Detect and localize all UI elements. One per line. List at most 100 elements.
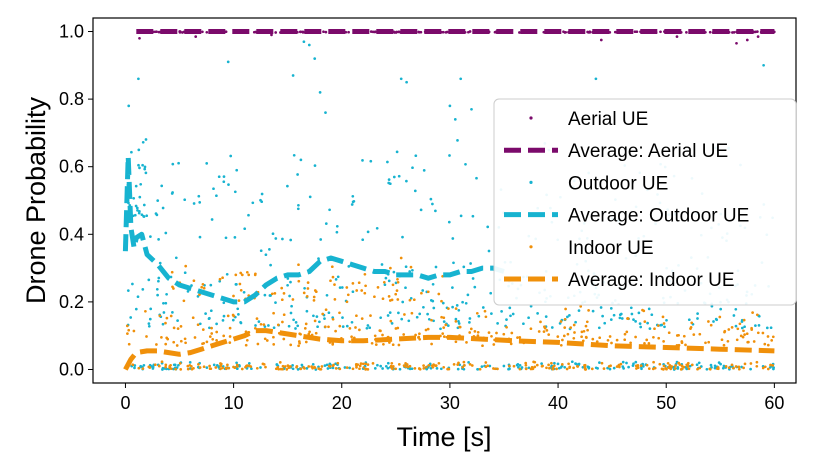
data-point: [236, 307, 240, 311]
data-point: [174, 367, 177, 371]
data-point: [190, 367, 194, 371]
data-point: [358, 367, 361, 371]
data-point: [615, 338, 619, 342]
data-point: [559, 366, 563, 369]
data-point: [198, 201, 202, 204]
data-point: [291, 364, 294, 367]
data-point: [397, 363, 401, 366]
data-point: [500, 310, 503, 313]
data-point: [439, 367, 443, 371]
data-point: [684, 343, 687, 347]
data-point: [299, 30, 303, 34]
data-point: [302, 291, 306, 295]
data-point: [215, 364, 219, 367]
data-point: [643, 320, 647, 323]
data-point: [225, 272, 229, 276]
data-point: [144, 171, 148, 175]
data-point: [602, 367, 606, 370]
data-point: [476, 330, 480, 334]
data-point: [164, 321, 167, 325]
data-point: [358, 328, 361, 332]
data-point: [633, 30, 637, 34]
data-point: [579, 305, 583, 308]
data-point: [742, 318, 746, 322]
data-point: [329, 279, 332, 283]
data-point: [312, 295, 316, 299]
data-point: [442, 335, 446, 338]
data-point: [737, 365, 741, 369]
data-point: [656, 324, 660, 327]
data-point: [222, 175, 226, 178]
data-point: [660, 367, 664, 371]
data-point: [626, 317, 630, 320]
data-point: [570, 360, 574, 364]
data-point: [374, 30, 377, 34]
data-point: [345, 324, 349, 328]
data-point: [193, 336, 197, 339]
data-point: [606, 338, 610, 342]
data-point: [470, 364, 474, 367]
data-point: [374, 343, 378, 346]
data-point: [768, 366, 772, 369]
data-point: [212, 363, 216, 367]
data-point: [742, 329, 745, 333]
data-point: [647, 367, 651, 370]
data-point: [422, 305, 425, 309]
data-point: [208, 326, 211, 330]
data-point: [559, 320, 563, 323]
data-point: [766, 343, 770, 347]
data-point: [197, 363, 200, 366]
data-point: [289, 238, 293, 242]
data-point: [505, 318, 508, 321]
data-point: [201, 342, 204, 346]
data-point: [205, 162, 209, 165]
data-point: [541, 364, 544, 368]
data-point: [563, 365, 567, 369]
data-point: [623, 332, 627, 336]
data-point: [444, 323, 448, 327]
data-point: [354, 326, 357, 329]
data-point: [573, 331, 576, 334]
data-point: [366, 230, 370, 234]
data-point: [389, 319, 393, 323]
data-point: [226, 60, 230, 64]
data-point: [331, 366, 335, 370]
data-point: [583, 363, 587, 367]
data-point: [179, 368, 183, 371]
data-point: [348, 340, 352, 344]
data-point: [201, 328, 205, 331]
data-point: [171, 191, 174, 194]
data-point: [313, 164, 317, 167]
data-point: [426, 327, 430, 331]
data-point: [400, 317, 404, 321]
legend-label: Average: Outdoor UE: [568, 206, 749, 227]
data-point: [550, 326, 554, 329]
data-point: [366, 324, 370, 327]
data-point: [698, 332, 702, 336]
data-point: [328, 208, 331, 212]
data-point: [688, 364, 692, 368]
data-point: [143, 167, 147, 171]
data-point: [431, 202, 434, 206]
data-point: [568, 366, 571, 369]
data-point: [384, 364, 388, 368]
data-point: [178, 31, 182, 34]
data-point: [139, 182, 143, 186]
data-point: [638, 322, 642, 325]
data-point: [397, 311, 400, 315]
data-point: [276, 323, 280, 327]
data-point: [172, 340, 176, 344]
data-point: [137, 148, 141, 152]
data-point: [364, 284, 367, 288]
data-point: [583, 367, 587, 371]
data-point: [437, 361, 441, 365]
data-point: [328, 362, 332, 366]
data-point: [734, 307, 738, 311]
data-point: [727, 366, 731, 370]
data-point: [323, 317, 326, 320]
data-point: [484, 315, 488, 319]
data-point: [346, 293, 350, 297]
data-point: [639, 325, 643, 329]
data-point: [204, 312, 207, 315]
data-point: [142, 215, 146, 218]
